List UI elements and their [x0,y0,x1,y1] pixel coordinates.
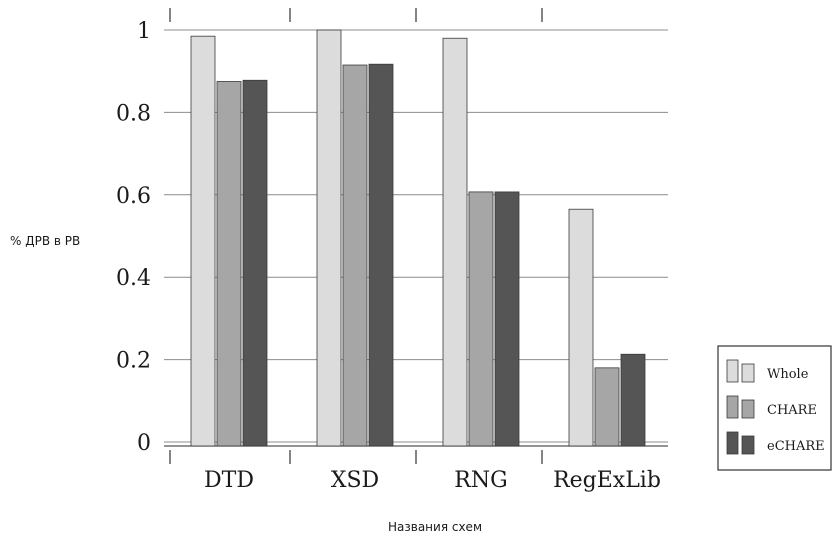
bar-whole-dtd [190,35,216,447]
bar-chare-rng [468,191,494,447]
legend: Whole CHARE eCHARE [717,345,832,471]
bars [190,29,646,447]
legend-swatch [726,431,739,455]
legend-label: Whole [767,367,809,382]
y-tick-label: 0.6 [116,184,151,209]
y-tick-label: 0.2 [116,349,151,374]
bar-chare-xsd [342,64,368,447]
y-tick-label: 0.8 [116,101,151,126]
legend-swatch [741,435,755,455]
bar-echare-xsd [368,63,394,447]
bar-whole-regexlib [568,208,594,447]
x-axis-title: Названия схем [388,520,482,534]
bar-chare-regexlib [594,367,620,447]
bar-echare-dtd [242,79,268,447]
bar-whole-rng [442,37,468,447]
x-tick-label: XSD [331,468,379,493]
legend-swatch [741,399,755,419]
y-tick-label: 0.4 [116,266,151,291]
bar-echare-regexlib [620,353,646,447]
legend-swatch [741,363,755,383]
y-axis-ticks: 0 0.2 0.4 0.6 0.8 1 [116,19,151,456]
legend-swatch [726,395,739,419]
bar-whole-xsd [316,29,342,447]
y-tick-label: 0 [137,431,151,456]
x-tick-label: DTD [204,468,254,493]
x-tick-label: RegExLib [553,468,661,493]
legend-label: eCHARE [767,439,825,454]
bar-echare-rng [494,191,520,447]
y-axis-title: % ДРВ в РВ [10,234,80,248]
legend-label: CHARE [767,403,817,418]
x-tick-label: RNG [454,468,507,493]
x-axis: DTD XSD RNG RegExLib [169,8,661,493]
y-tick-label: 1 [137,19,151,44]
legend-swatch [726,359,739,383]
bar-chare-dtd [216,81,242,447]
